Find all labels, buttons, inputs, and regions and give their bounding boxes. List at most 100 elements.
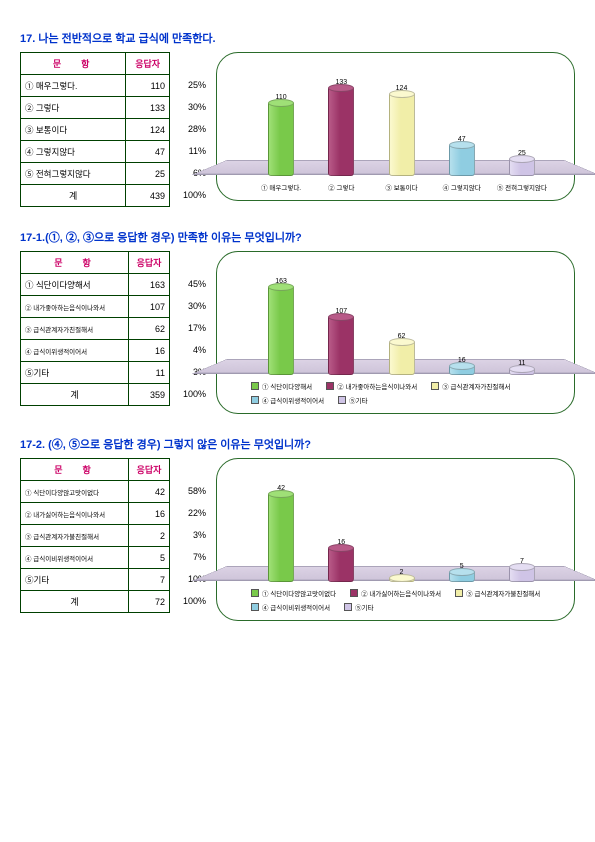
row-value: 2 — [128, 525, 169, 547]
legend-swatch — [251, 603, 259, 611]
total-value: 72 — [128, 591, 169, 613]
legend-label: ① 식단이다양해서 — [262, 381, 312, 391]
chart-box: 1101331244725① 매우그렇다.② 그렇다③ 보통이다④ 그렇지않다⑤… — [216, 52, 575, 201]
row-value: 25 — [126, 163, 170, 185]
legend-item: ⑤기타 — [344, 602, 373, 612]
col-header-item: 문항 — [21, 53, 126, 75]
bar-body — [328, 548, 354, 582]
chart-area: 4216257 — [227, 469, 564, 582]
row-label: ⑤기타 — [21, 362, 129, 384]
row-label: ② 내가좋아하는음식이나와서 — [21, 296, 129, 318]
row-label: ② 그렇다 — [21, 97, 126, 119]
bar-body — [449, 145, 475, 176]
legend-swatch — [338, 396, 346, 404]
bar — [389, 342, 415, 375]
table-row: ① 식단이다양해서163 — [21, 274, 170, 296]
bar-slot: 124 — [371, 85, 431, 176]
bar-top — [389, 574, 415, 582]
row-label: ④ 급식이위생적이어서 — [21, 340, 129, 362]
legend-item: ④ 급식이비위생적이어서 — [251, 602, 330, 612]
survey-section: 17-2. (④, ⑤으로 응답한 경우) 그렇지 않은 이유는 무엇입니까? 문… — [20, 436, 575, 621]
row-value: 42 — [128, 481, 169, 503]
row-value: 163 — [128, 274, 169, 296]
bar-top — [449, 568, 475, 576]
percent-value: 30% — [174, 96, 206, 118]
legend-swatch — [431, 382, 439, 390]
legend: ① 식단이다양해서② 내가좋아하는음식이나와서③ 급식관계자가친절해서④ 급식이… — [227, 375, 564, 405]
section-row: 문항응답자① 식단이다양않고맛이없다42② 내가싫어하는음식이나와서16③ 급식… — [20, 458, 575, 621]
row-value: 11 — [128, 362, 169, 384]
table-row: ④ 급식이위생적이어서16 — [21, 340, 170, 362]
percent-total: 100% — [174, 383, 206, 405]
section-title: 17-2. (④, ⑤으로 응답한 경우) 그렇지 않은 이유는 무엇입니까? — [20, 436, 575, 452]
col-header-item: 문항 — [21, 252, 129, 274]
axis-label: ① 매우그렇다. — [251, 182, 311, 192]
bar — [328, 317, 354, 375]
legend: ① 식단이다양않고맛이없다 ② 내가싫어하는음식이나와서 ③ 급식관계자가불친절해서… — [227, 582, 564, 612]
row-label: ③ 급식관계자가불친절해서 — [21, 525, 129, 547]
legend-item: ③ 급식관계자가불친절해서 — [455, 588, 540, 598]
col-header-resp: 응답자 — [128, 459, 169, 481]
bar — [509, 567, 535, 582]
row-label: ① 식단이다양않고맛이없다 — [21, 481, 129, 503]
bar — [268, 287, 294, 375]
total-label: 계 — [21, 591, 129, 613]
data-table: 문항응답자① 식단이다양해서163② 내가좋아하는음식이나와서107③ 급식관계… — [20, 251, 170, 406]
row-label: ① 식단이다양해서 — [21, 274, 129, 296]
survey-section: 17. 나는 전반적으로 학교 급식에 만족한다.문항응답자① 매우그렇다.11… — [20, 30, 575, 207]
bar-slot: 2 — [371, 569, 431, 582]
total-value: 439 — [126, 185, 170, 207]
percent-value: 58% — [174, 480, 206, 502]
percent-value: 4% — [174, 339, 206, 361]
row-value: 5 — [128, 547, 169, 569]
row-value: 133 — [126, 97, 170, 119]
bar — [449, 145, 475, 176]
percent-value: 7% — [174, 546, 206, 568]
table-row: ② 내가좋아하는음식이나와서107 — [21, 296, 170, 318]
chart-box: 163107621611① 식단이다양해서② 내가좋아하는음식이나와서③ 급식관… — [216, 251, 575, 414]
percent-value: 22% — [174, 502, 206, 524]
bar-top — [449, 141, 475, 149]
axis-label: ⑤ 전혀그렇지않다 — [492, 182, 552, 192]
table-row: ③ 급식관계자가친절해서62 — [21, 318, 170, 340]
row-value: 47 — [126, 141, 170, 163]
percent-total: 100% — [174, 184, 206, 206]
legend-item: ④ 급식이위생적이어서 — [251, 395, 324, 405]
legend-label: ① 식단이다양않고맛이없다 — [262, 588, 336, 598]
bar-slot: 7 — [492, 558, 552, 582]
table-total-row: 계439 — [21, 185, 170, 207]
bar-slot: 133 — [311, 79, 371, 176]
survey-section: 17-1.(①, ②, ③으로 응답한 경우) 만족한 이유는 무엇입니까? 문항… — [20, 229, 575, 414]
bar — [509, 159, 535, 176]
bar-slot: 107 — [311, 308, 371, 375]
percent-value: 45% — [174, 273, 206, 295]
bar-slot: 16 — [432, 357, 492, 375]
bar — [328, 88, 354, 176]
table-row: ④ 그렇지않다47 — [21, 141, 170, 163]
table-row: ② 내가싫어하는음식이나와서16 — [21, 503, 170, 525]
bar-slot: 5 — [432, 563, 492, 582]
legend-item: ⑤기타 — [338, 395, 367, 405]
row-value: 124 — [126, 119, 170, 141]
row-value: 16 — [128, 340, 169, 362]
legend-item: ① 식단이다양해서 — [251, 381, 312, 391]
data-table: 문항응답자① 식단이다양않고맛이없다42② 내가싫어하는음식이나와서16③ 급식… — [20, 458, 170, 613]
row-value: 16 — [128, 503, 169, 525]
bar-top — [389, 90, 415, 98]
legend-item: ② 내가싫어하는음식이나와서 — [350, 588, 441, 598]
legend-swatch — [455, 589, 463, 597]
bar — [328, 548, 354, 582]
legend-item: ② 내가좋아하는음식이나와서 — [326, 381, 417, 391]
legend-swatch — [326, 382, 334, 390]
row-label: ① 매우그렇다. — [21, 75, 126, 97]
percent-value: 3% — [174, 524, 206, 546]
table-row: ① 매우그렇다.110 — [21, 75, 170, 97]
row-label: ④ 그렇지않다 — [21, 141, 126, 163]
bar-body — [389, 342, 415, 375]
section-title: 17-1.(①, ②, ③으로 응답한 경우) 만족한 이유는 무엇입니까? — [20, 229, 575, 245]
bar-slot: 25 — [492, 150, 552, 176]
bar-slot: 11 — [492, 360, 552, 375]
bar-body — [328, 317, 354, 375]
percent-column: 25%30%28%11%6%100% — [174, 52, 206, 206]
bar-slot: 163 — [251, 278, 311, 375]
